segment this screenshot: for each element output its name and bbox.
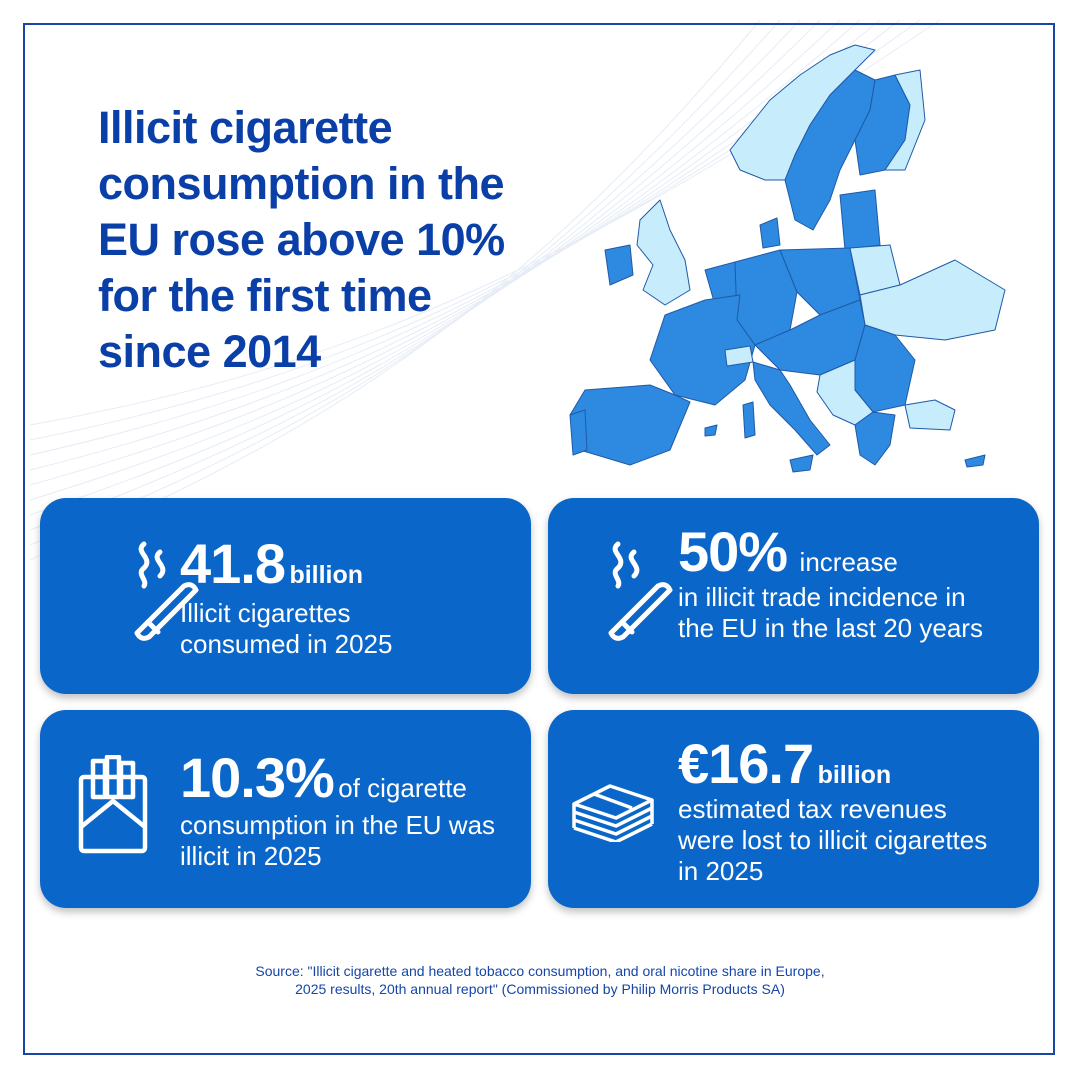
stat-description: estimated tax revenues were lost to illi…	[678, 794, 988, 886]
source-line-1: Source: "Illicit cigarette and heated to…	[255, 963, 825, 979]
stat-card-trade-increase: 50% increase in illicit trade incidence …	[548, 498, 1039, 694]
source-line-2: 2025 results, 20th annual report" (Commi…	[295, 981, 785, 997]
stat-card-illicit-consumed: 41.8 billion Illicit cigarettes consumed…	[40, 498, 531, 694]
stat-description: consumption in the EU was illicit in 202…	[180, 810, 496, 871]
map-region-denmark	[759, 217, 781, 249]
stat-unit: billion	[817, 761, 892, 789]
cigarette-icon	[608, 541, 673, 641]
map-region-cyprus	[964, 454, 986, 468]
stat-value: 10.3%	[180, 746, 335, 809]
stat-card-tax-loss: €16.7 billion estimated tax revenues wer…	[548, 710, 1039, 908]
cigarette-pack-icon	[78, 755, 148, 854]
europe-map	[569, 44, 1006, 473]
map-region-turkey	[904, 399, 956, 431]
headline: Illicit cigarette consumption in the EU …	[98, 102, 505, 377]
stat-description: Illicit cigarettes consumed in 2025	[180, 598, 393, 659]
stat-value: 41.8	[180, 532, 286, 595]
stat-card-illicit-share: 10.3% of cigarette consumption in the EU…	[40, 710, 531, 908]
stat-value: 50%	[678, 520, 788, 583]
map-region-italy	[752, 361, 831, 456]
source-citation: Source: "Illicit cigarette and heated to…	[100, 962, 980, 998]
map-region-switzerland	[724, 345, 754, 367]
map-region-greece	[854, 411, 896, 466]
map-region-sardinia	[742, 401, 756, 439]
stat-value: €16.7	[678, 732, 814, 795]
map-region-portugal	[569, 409, 588, 456]
map-region-russia	[884, 69, 926, 171]
map-region-spain	[569, 384, 691, 466]
stat-description: in illicit trade incidence in the EU in …	[678, 582, 983, 643]
map-region-uk	[636, 199, 691, 306]
cigarette-icon	[134, 541, 199, 641]
stat-unit: billion	[289, 561, 364, 589]
stat-unit: increase	[799, 547, 898, 577]
money-stack-icon	[572, 784, 654, 842]
map-region-baltics	[839, 189, 881, 251]
map-region-balearics	[704, 424, 718, 437]
page-frame	[23, 23, 1055, 1055]
map-region-ireland	[604, 244, 634, 286]
stat-unit: of cigarette	[338, 773, 467, 803]
map-region-sicily	[789, 454, 814, 473]
map-region-romania-bulgaria	[854, 324, 916, 413]
